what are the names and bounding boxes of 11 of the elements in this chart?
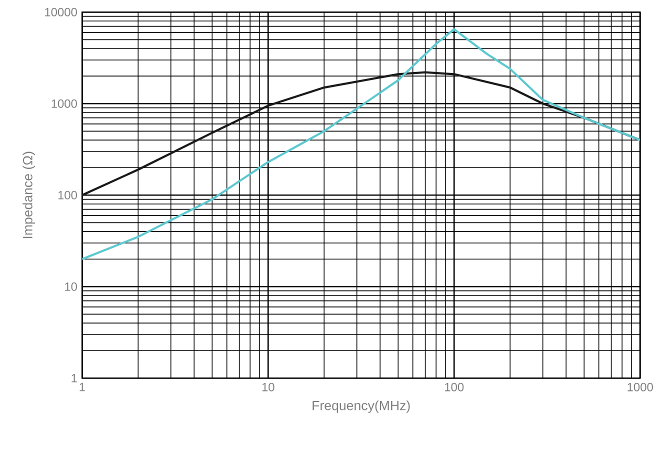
y-axis-title: Impedance (Ω) (22, 152, 36, 238)
x-tick-label: 1 (80, 382, 85, 392)
y-tick-label: 1 (72, 374, 77, 382)
y-tick-label: 1000 (52, 99, 77, 108)
x-axis-title: Frequency(MHz) (312, 400, 410, 413)
x-tick-label: 1000 (628, 382, 653, 392)
y-tick-label: 10 (65, 282, 77, 291)
x-tick-label: 100 (445, 382, 464, 392)
x-tick-label: 10 (262, 382, 274, 392)
y-tick-label: 10000 (45, 8, 77, 16)
y-tick-label: 100 (58, 190, 77, 200)
